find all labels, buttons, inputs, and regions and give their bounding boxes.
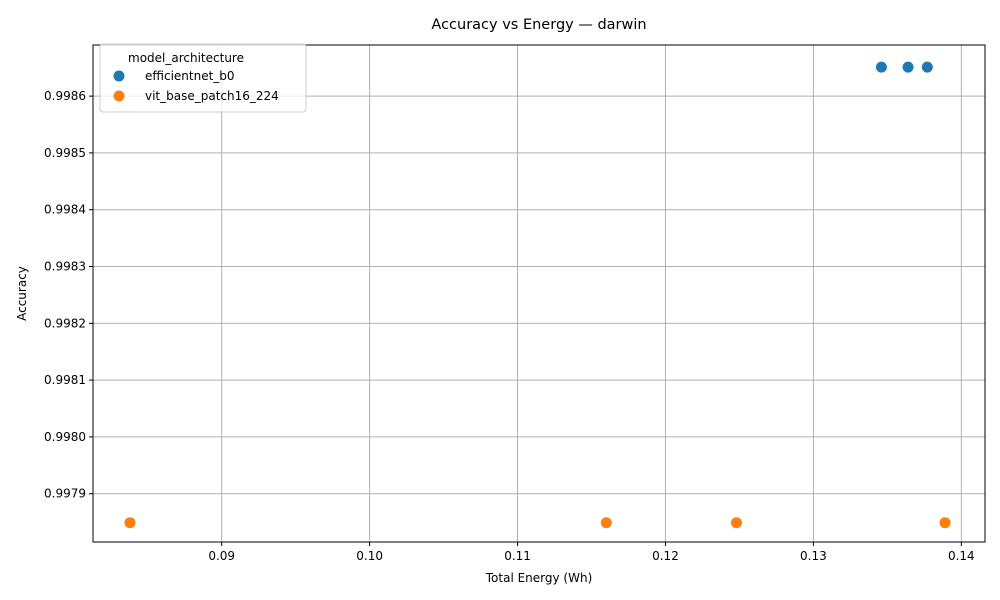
x-tick-label: 0.12 xyxy=(652,549,679,563)
x-tick-label: 0.11 xyxy=(504,549,531,563)
legend-title: model_architecture xyxy=(128,51,244,65)
legend-label: efficientnet_b0 xyxy=(145,69,235,83)
legend-marker xyxy=(113,70,125,82)
legend-entry: vit_base_patch16_224 xyxy=(113,89,279,103)
legend-box xyxy=(99,43,307,113)
legend-entry: efficientnet_b0 xyxy=(113,69,235,83)
y-tick-label: 0.9983 xyxy=(44,260,86,274)
y-tick-label: 0.9981 xyxy=(44,373,86,387)
y-tick-label: 0.9986 xyxy=(44,89,86,103)
data-point xyxy=(921,61,933,73)
data-point xyxy=(902,61,914,73)
x-tick-label: 0.10 xyxy=(356,549,383,563)
x-tick-label: 0.13 xyxy=(800,549,827,563)
plot-area-frame xyxy=(92,44,986,543)
series-vit_base_patch16_224 xyxy=(124,517,951,529)
data-point xyxy=(875,61,887,73)
legend-marker xyxy=(113,90,125,102)
y-axis-ticks: 0.9979 0.9980 0.9981 0.9982 0.9983 0.9984 0.99… xyxy=(44,89,93,501)
y-tick-label: 0.9979 xyxy=(44,487,86,501)
data-points xyxy=(124,61,951,529)
data-point xyxy=(124,517,136,529)
data-point xyxy=(939,517,951,529)
y-tick-label: 0.9985 xyxy=(44,146,86,160)
data-point xyxy=(600,517,612,529)
y-tick-label: 0.9982 xyxy=(44,316,86,330)
y-tick-label: 0.9980 xyxy=(44,430,86,444)
x-axis-ticks: 0.09 0.10 0.11 0.12 0.13 0.14 xyxy=(208,542,975,563)
y-tick-label: 0.9984 xyxy=(44,203,86,217)
chart-title: Accuracy vs Energy — darwin xyxy=(431,17,646,33)
legend-label: vit_base_patch16_224 xyxy=(145,89,279,103)
legend: model_architecture efficientnet_b0 vit_ba… xyxy=(99,43,307,113)
series-efficientnet_b0 xyxy=(875,61,933,73)
grid-lines xyxy=(93,45,985,542)
x-tick-label: 0.09 xyxy=(208,549,235,563)
data-point xyxy=(730,517,742,529)
y-axis-label: Accuracy xyxy=(15,266,29,321)
legend-entries: efficientnet_b0 vit_base_patch16_224 xyxy=(113,69,279,103)
x-tick-label: 0.14 xyxy=(948,549,975,563)
x-axis-label: Total Energy (Wh) xyxy=(485,571,593,585)
